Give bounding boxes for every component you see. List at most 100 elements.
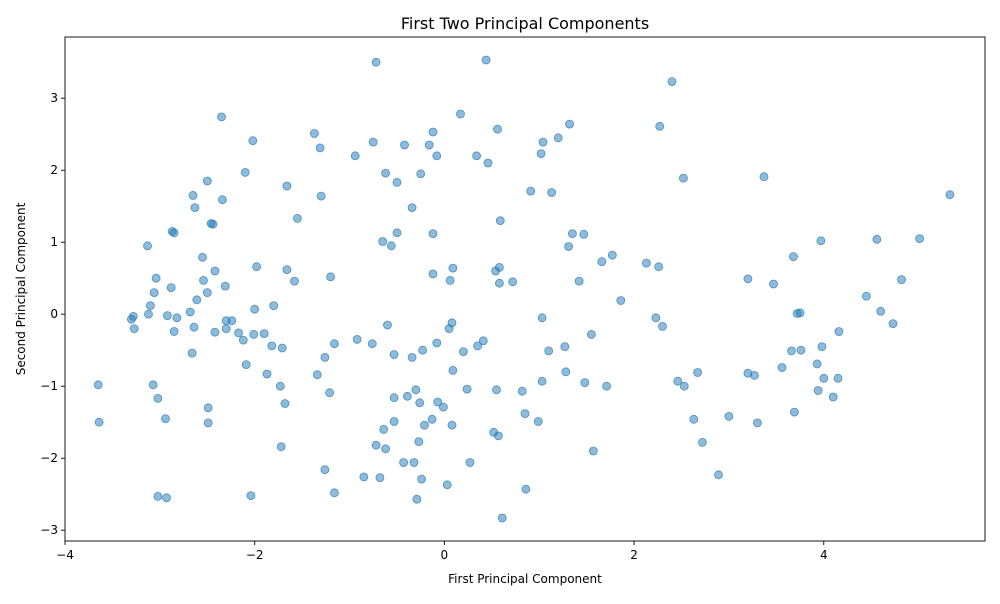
data-point — [202, 288, 212, 298]
data-point — [381, 168, 391, 178]
data-point — [448, 365, 458, 375]
data-point — [234, 328, 244, 338]
data-point — [93, 380, 103, 390]
data-point — [553, 133, 563, 143]
data-point — [724, 411, 734, 421]
data-point — [269, 301, 279, 311]
chart-title: First Two Principal Components — [401, 14, 649, 33]
data-point — [834, 327, 844, 336]
data-point — [144, 309, 153, 319]
data-point — [465, 458, 475, 467]
data-point — [447, 420, 457, 430]
data-point — [350, 151, 360, 161]
x-axis-ticks: −4 −2 0 2 4 — [56, 541, 828, 562]
data-point — [371, 57, 381, 67]
data-point — [320, 352, 330, 362]
data-point — [743, 274, 753, 284]
data-point — [379, 424, 389, 434]
data-point — [94, 417, 104, 427]
data-point — [574, 276, 584, 286]
data-point — [693, 368, 702, 377]
data-point — [915, 234, 924, 244]
x-axis-label: First Principal Component — [448, 572, 602, 586]
data-point — [833, 373, 843, 383]
data-point — [456, 109, 465, 119]
y-tick-label: 1 — [50, 235, 58, 249]
y-tick-label: 0 — [50, 307, 58, 321]
x-tick-label: −4 — [56, 548, 74, 562]
data-point — [149, 288, 159, 298]
data-point — [424, 140, 434, 150]
data-point — [238, 335, 248, 345]
data-point — [241, 360, 251, 370]
data-point — [796, 345, 806, 355]
data-point — [412, 494, 422, 504]
data-point — [129, 324, 139, 334]
data-point — [392, 228, 402, 238]
data-point — [819, 373, 829, 383]
data-point — [769, 279, 778, 289]
data-point — [561, 367, 571, 377]
data-point — [812, 359, 822, 369]
data-point — [414, 437, 424, 447]
data-point — [698, 437, 707, 447]
data-point — [368, 137, 378, 147]
data-point — [517, 386, 527, 396]
data-point — [292, 213, 302, 223]
data-point — [166, 283, 176, 293]
y-axis-ticks: −3 −2 −1 0 1 2 3 — [40, 91, 65, 537]
data-point — [315, 143, 325, 153]
data-point — [689, 414, 699, 424]
data-point — [185, 307, 195, 317]
data-point — [386, 241, 396, 251]
data-point — [169, 327, 179, 336]
data-point — [367, 339, 377, 349]
data-point — [789, 252, 798, 262]
data-point — [172, 313, 182, 323]
data-point — [526, 186, 536, 196]
data-point — [533, 417, 543, 426]
data-point — [651, 313, 661, 323]
data-point — [493, 431, 503, 441]
data-point — [462, 384, 472, 394]
data-point — [329, 339, 339, 349]
data-point — [290, 276, 299, 286]
data-point — [433, 397, 443, 407]
data-point — [658, 321, 667, 331]
data-point — [478, 336, 488, 346]
data-point — [248, 136, 258, 146]
data-point — [415, 398, 425, 408]
data-point — [888, 319, 898, 329]
data-point — [399, 458, 409, 467]
data-point — [202, 176, 212, 186]
data-point — [169, 228, 179, 238]
data-point — [199, 275, 208, 285]
data-point — [188, 190, 198, 200]
data-point — [320, 465, 330, 475]
data-point — [714, 470, 723, 480]
data-point — [162, 493, 171, 503]
data-point — [208, 219, 218, 229]
data-point — [544, 346, 554, 356]
data-point — [407, 203, 417, 213]
data-point — [447, 318, 457, 328]
data-point — [153, 393, 163, 403]
data-point — [816, 236, 826, 246]
data-point — [189, 322, 199, 332]
points-layer — [93, 55, 955, 523]
data-point — [602, 381, 611, 391]
data-point — [537, 313, 547, 323]
data-point — [607, 250, 617, 260]
data-point — [587, 329, 596, 339]
data-point — [381, 444, 391, 454]
data-point — [276, 442, 286, 452]
data-point — [560, 342, 570, 352]
data-point — [329, 488, 339, 498]
data-point — [143, 241, 152, 251]
data-point — [389, 350, 399, 359]
y-tick-label: 2 — [50, 163, 58, 177]
data-point — [148, 380, 158, 390]
y-tick-label: −1 — [40, 379, 58, 393]
data-point — [282, 181, 292, 191]
